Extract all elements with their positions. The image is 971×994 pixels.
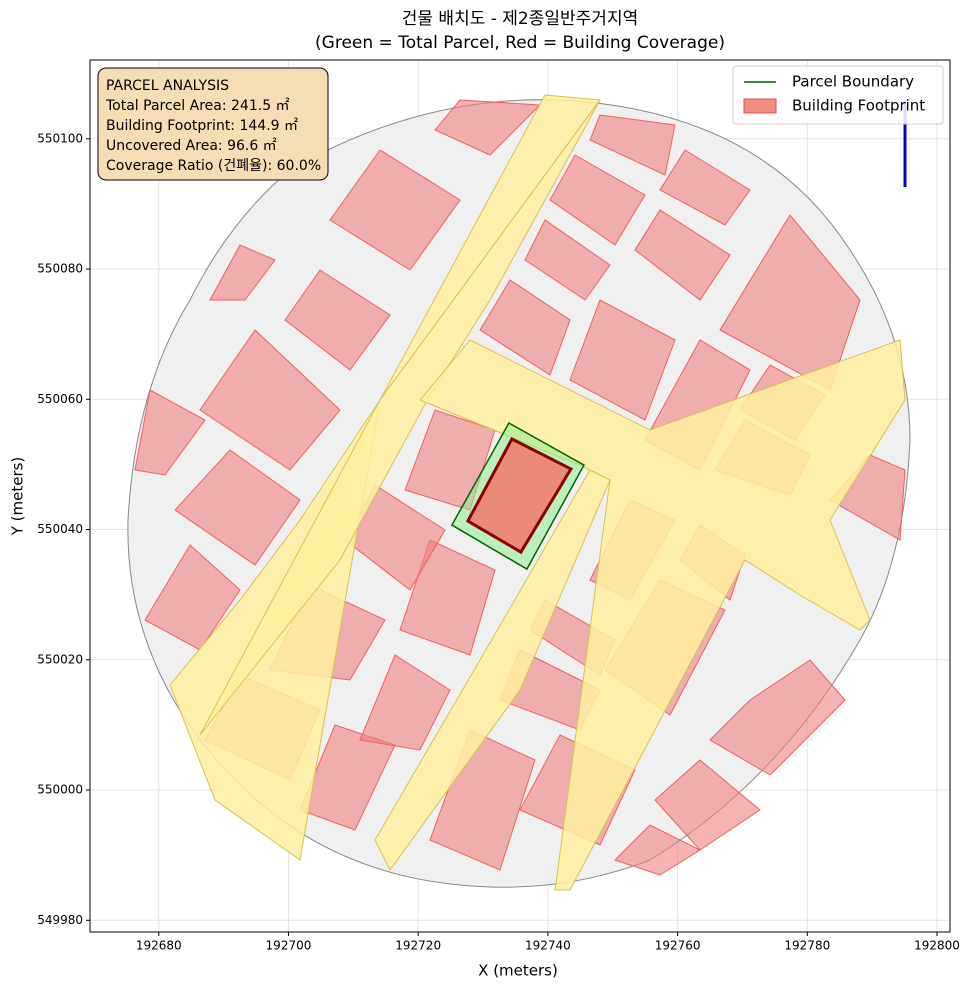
legend: Parcel Boundary Building Footprint bbox=[743, 73, 925, 115]
x-axis-label: X (meters) bbox=[478, 962, 558, 980]
x-tick-label: 192700 bbox=[266, 939, 312, 953]
building-polygon bbox=[465, 437, 574, 555]
annotation-line: Coverage Ratio (건폐율): 60.0% bbox=[106, 158, 321, 174]
buildings bbox=[134, 99, 906, 876]
legend-box bbox=[732, 65, 944, 125]
y-tick-label: 549980 bbox=[37, 913, 83, 927]
axes-frame bbox=[89, 59, 951, 933]
chart-title: 건물 배치도 - 제2종일반주거지역 bbox=[402, 9, 638, 29]
y-tick-label: 550060 bbox=[37, 392, 83, 406]
annotation: PARCEL ANALYSIS Total Parcel Area: 241.5 … bbox=[105, 78, 321, 174]
annotation-line: Uncovered Area: 96.6 ㎡ bbox=[106, 138, 277, 154]
y-tick-label: 550000 bbox=[37, 783, 83, 797]
annotation-line: Building Footprint: 144.9 ㎡ bbox=[106, 118, 298, 134]
base-map bbox=[127, 94, 911, 891]
annotation-box bbox=[97, 67, 329, 181]
chart-subtitle: (Green = Total Parcel, Red = Building Co… bbox=[315, 33, 725, 53]
annotation-line: Total Parcel Area: 241.5 ㎡ bbox=[105, 98, 290, 114]
y-axis-label: Y (meters) bbox=[9, 457, 27, 537]
legend-label: Parcel Boundary bbox=[792, 73, 914, 91]
y-tick-label: 550100 bbox=[37, 131, 83, 145]
x-tick-label: 192780 bbox=[784, 939, 830, 953]
legend-label: Building Footprint bbox=[792, 97, 925, 115]
roads bbox=[169, 94, 906, 891]
annotation-line: PARCEL ANALYSIS bbox=[106, 78, 229, 94]
x-tick-label: 192760 bbox=[655, 939, 701, 953]
y-tick-label: 550080 bbox=[37, 262, 83, 276]
y-tick-label: 550020 bbox=[37, 652, 83, 666]
parcel-layer bbox=[450, 421, 585, 571]
y-tick-label: 550040 bbox=[37, 522, 83, 536]
legend-swatch bbox=[743, 98, 777, 114]
x-tick-label: 192680 bbox=[136, 939, 182, 953]
x-tick-label: 192800 bbox=[914, 939, 960, 953]
x-tick-label: 192720 bbox=[395, 939, 441, 953]
x-tick-label: 192740 bbox=[525, 939, 571, 953]
